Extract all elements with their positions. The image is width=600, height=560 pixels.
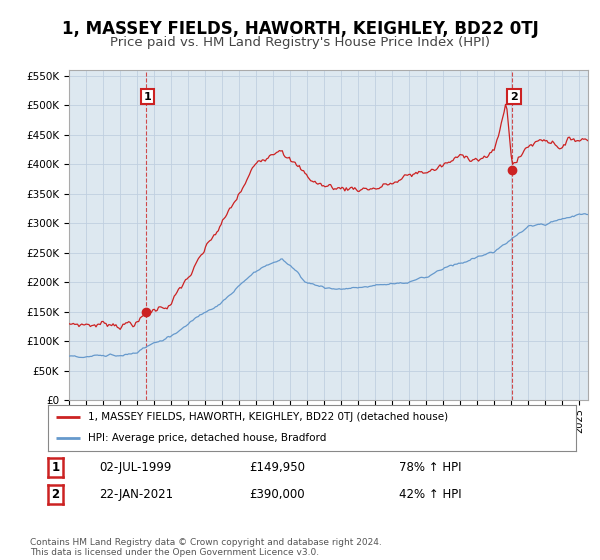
Text: Price paid vs. HM Land Registry's House Price Index (HPI): Price paid vs. HM Land Registry's House … [110,36,490,49]
Text: HPI: Average price, detached house, Bradford: HPI: Average price, detached house, Brad… [88,433,326,444]
Text: 42% ↑ HPI: 42% ↑ HPI [399,488,461,501]
Text: 1, MASSEY FIELDS, HAWORTH, KEIGHLEY, BD22 0TJ (detached house): 1, MASSEY FIELDS, HAWORTH, KEIGHLEY, BD2… [88,412,448,422]
Text: Contains HM Land Registry data © Crown copyright and database right 2024.
This d: Contains HM Land Registry data © Crown c… [30,538,382,557]
Text: 1, MASSEY FIELDS, HAWORTH, KEIGHLEY, BD22 0TJ: 1, MASSEY FIELDS, HAWORTH, KEIGHLEY, BD2… [62,20,538,38]
Text: 1: 1 [52,461,60,474]
Text: 78% ↑ HPI: 78% ↑ HPI [399,461,461,474]
Text: 02-JUL-1999: 02-JUL-1999 [99,461,172,474]
Text: 22-JAN-2021: 22-JAN-2021 [99,488,173,501]
Text: £390,000: £390,000 [249,488,305,501]
Text: 1: 1 [143,91,151,101]
Text: £149,950: £149,950 [249,461,305,474]
Text: 2: 2 [510,91,518,101]
Text: 2: 2 [52,488,60,501]
